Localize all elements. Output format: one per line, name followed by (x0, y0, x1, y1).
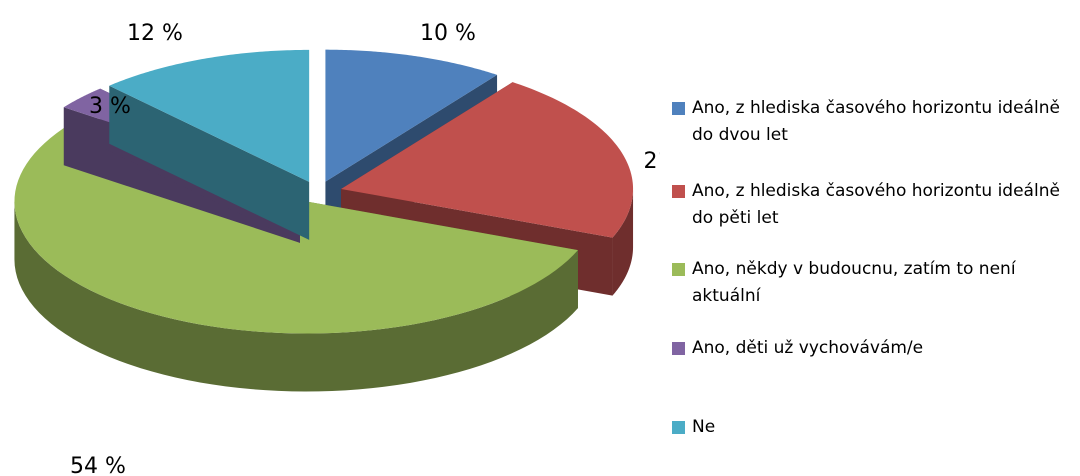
slice-wall (14, 201, 578, 392)
data-label: 21% (644, 149, 660, 174)
legend-item: Ano, někdy v budoucnu, zatím to není akt… (672, 256, 1080, 310)
data-label: 12 % (127, 21, 183, 46)
legend-label: Ne (692, 417, 716, 437)
legend-swatch (672, 185, 685, 198)
legend-swatch (672, 102, 685, 115)
legend-item: Ano, z hlediska časového horizontu ideál… (672, 178, 1080, 232)
legend-item: Ano, děti už vychovávám/e (672, 335, 1080, 362)
legend-item: Ne (672, 414, 1080, 441)
chart: 10 % 21% 54 % 3 % 12 % (14, 21, 660, 476)
data-label: 10 % (420, 21, 476, 46)
slice-top (325, 49, 498, 182)
data-label: 3 % (89, 94, 131, 119)
slice-top (341, 82, 634, 238)
slice-top (109, 49, 310, 182)
slice-side (109, 85, 310, 240)
legend-label: Ano, z hlediska časového horizontu ideál… (692, 181, 1060, 228)
legend-swatch (672, 342, 685, 355)
legend-label: Ano, děti už vychovávám/e (692, 338, 924, 358)
data-label: 54 % (70, 454, 126, 476)
legend-label: Ano, z hlediska časového horizontu ideál… (692, 98, 1060, 145)
legend-swatch (672, 263, 685, 276)
legend-item: Ano, z hlediska časového horizontu ideál… (672, 95, 1080, 149)
legend-swatch (672, 421, 685, 434)
slice (109, 49, 310, 240)
legend-label: Ano, někdy v budoucnu, zatím to není akt… (692, 259, 1016, 306)
slice-wall (612, 188, 634, 296)
